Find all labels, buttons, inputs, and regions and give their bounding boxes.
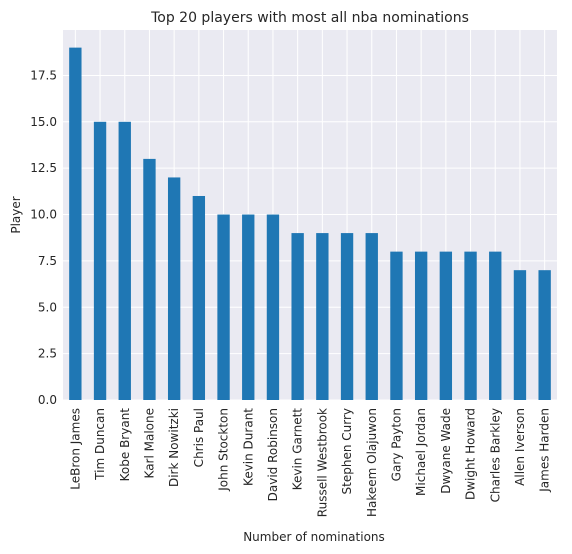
y-tick-label: 5.0 xyxy=(38,300,57,314)
x-tick-label: Tim Duncan xyxy=(93,408,107,481)
x-axis-label: Number of nominations xyxy=(243,530,385,544)
x-tick-label: Dirk Nowitzki xyxy=(167,408,181,487)
bar-allen-iverson xyxy=(513,270,527,400)
bar-lebron-james xyxy=(69,47,82,400)
x-tick-label: Charles Barkley xyxy=(488,408,502,502)
bar-kevin-durant xyxy=(242,214,255,400)
y-tick-label: 2.5 xyxy=(38,347,57,361)
bar-russell-westbrook xyxy=(316,233,329,400)
x-tick-label: James Harden xyxy=(538,408,552,493)
bar-dirk-nowitzki xyxy=(167,177,181,400)
y-axis-label: Player xyxy=(9,196,23,233)
bar-karl-malone xyxy=(143,158,156,400)
x-tick-label: Karl Malone xyxy=(142,408,156,478)
x-tick-label: David Robinson xyxy=(266,408,280,501)
x-tick-label: Michael Jordan xyxy=(414,408,428,496)
x-tick-label: Dwyane Wade xyxy=(439,408,453,494)
x-tick-label: Stephen Curry xyxy=(340,408,354,494)
bar-michael-jordan xyxy=(414,251,428,400)
x-tick-label: Gary Payton xyxy=(389,408,403,481)
x-tick-label: Kobe Bryant xyxy=(118,408,132,482)
y-tick-label: 10.0 xyxy=(30,208,57,222)
x-tick-label: Russell Westbrook xyxy=(315,408,329,517)
bar-hakeem-olajuwon xyxy=(365,233,378,400)
bar-dwyane-wade xyxy=(439,251,453,400)
chart-title: Top 20 players with most all nba nominat… xyxy=(150,10,469,26)
y-tick-label: 7.5 xyxy=(38,254,57,268)
bar-david-robinson xyxy=(266,214,280,400)
bar-chris-paul xyxy=(192,195,206,400)
y-tick-label: 0.0 xyxy=(38,393,57,407)
bar-kobe-bryant xyxy=(118,121,131,401)
y-tick-label: 12.5 xyxy=(30,161,57,175)
y-tick-label: 17.5 xyxy=(30,68,57,82)
y-tick-labels: 0.0 2.5 5.0 7.5 10.0 12.5 15.0 17.5 xyxy=(30,68,57,407)
x-tick-labels: LeBron James Tim Duncan Kobe Bryant Karl Ma… xyxy=(68,408,551,517)
bar-gary-payton xyxy=(390,251,403,400)
bar-john-stockton xyxy=(217,214,230,400)
bar-james-harden xyxy=(538,270,551,400)
bar-stephen-curry xyxy=(340,233,354,400)
bar-charles-barkley xyxy=(489,251,502,400)
bars xyxy=(69,47,551,401)
x-tick-label: John Stockton xyxy=(217,408,231,492)
x-tick-label: LeBron James xyxy=(68,408,82,490)
x-tick-label: Hakeem Olajuwon xyxy=(365,408,379,517)
x-tick-label: Allen Iverson xyxy=(513,408,527,486)
x-tick-label: Kevin Garnett xyxy=(291,408,305,491)
x-tick-label: Kevin Durant xyxy=(241,408,255,486)
bar-tim-duncan xyxy=(93,121,107,401)
x-tick-label: Dwight Howard xyxy=(464,408,478,500)
bar-dwight-howard xyxy=(464,251,477,400)
y-tick-label: 15.0 xyxy=(30,115,57,129)
bar-kevin-garnett xyxy=(291,233,304,400)
x-tick-label: Chris Paul xyxy=(192,408,206,467)
